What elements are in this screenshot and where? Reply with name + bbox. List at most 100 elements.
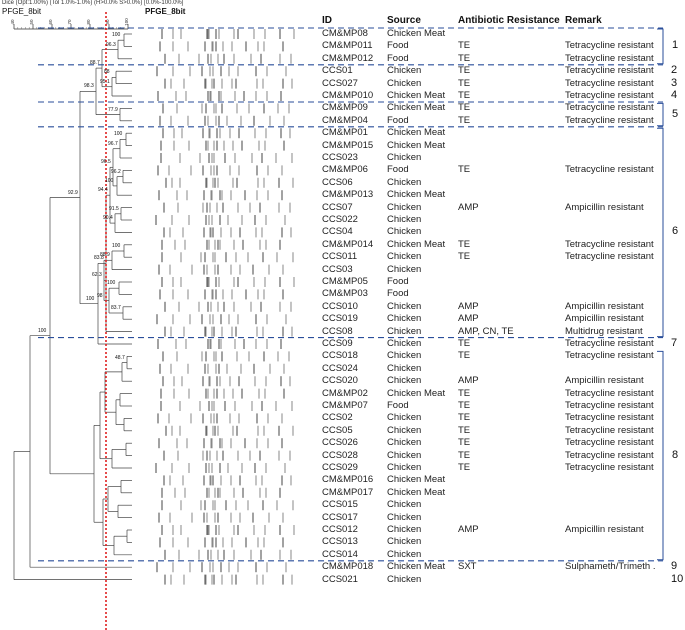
cell-source: Food: [387, 40, 409, 52]
cell-source: Chicken Meat: [387, 561, 446, 573]
cell-resistance: TE: [458, 449, 471, 461]
group-number-6: 6: [672, 225, 679, 238]
cell-resistance: TE: [458, 90, 471, 101]
cell-id: CCS029: [322, 462, 358, 473]
cell-id: CM&MP02: [322, 387, 368, 399]
cell-remark: Tetracycline resistant: [565, 338, 654, 349]
cell-source: Chicken: [387, 226, 422, 238]
cell-remark: Tetracycline resistant: [565, 400, 654, 411]
branch-similarity-label: 94.4: [98, 187, 108, 194]
cell-source: Chicken: [387, 548, 422, 560]
cell-source: Chicken Meat: [387, 127, 446, 139]
pfge-gel-lanes: [155, 29, 295, 585]
cell-source: Chicken: [387, 65, 422, 77]
cell-id: CCS017: [322, 511, 358, 523]
cell-resistance: AMP: [458, 300, 479, 312]
cell-id: CCS07: [322, 201, 353, 213]
cell-id: CM&MP08: [322, 28, 368, 39]
cell-resistance: TE: [458, 114, 471, 126]
branch-similarity-label: 90.4: [103, 215, 113, 222]
cell-source: Food: [387, 52, 409, 64]
cell-id: CCS04: [322, 226, 353, 238]
cell-id: CCS018: [322, 350, 358, 362]
branch-similarity-label: 100: [112, 32, 121, 39]
cell-id: CCS020: [322, 375, 358, 387]
cell-resistance: SXT: [458, 561, 477, 573]
cell-source: Chicken Meat: [387, 474, 446, 486]
cell-resistance: TE: [458, 238, 471, 250]
branch-similarity-label: 98.3: [84, 83, 94, 90]
cell-id: CM&MP013: [322, 189, 374, 201]
cell-source: Chicken: [387, 176, 422, 188]
cell-source: Chicken: [387, 573, 422, 585]
cell-source: Food: [387, 288, 409, 300]
cell-source: Food: [387, 400, 409, 411]
cell-source: Food: [387, 276, 409, 287]
branch-similarity-label: 92.9: [68, 189, 78, 196]
cell-id: CCS012: [322, 524, 358, 535]
cell-source: Chicken: [387, 300, 422, 312]
group-bracket: [657, 350, 664, 561]
cell-id: CCS028: [322, 449, 358, 461]
cell-source: Chicken Meat: [387, 486, 446, 498]
cell-source: Chicken: [387, 263, 422, 275]
cell-remark: Tetracycline resistant: [565, 412, 654, 424]
source-column-header: Source: [387, 15, 421, 26]
scale-tick-label: 40: [10, 19, 15, 25]
cell-resistance: AMP: [458, 313, 479, 325]
branch-similarity-label: 77.9: [108, 106, 118, 113]
cell-id: CCS013: [322, 536, 358, 548]
cell-remark: Tetracycline resistant: [565, 90, 654, 101]
cell-remark: Tetracycline resistant: [565, 350, 654, 362]
cell-id: CM&MP017: [322, 486, 374, 498]
cell-id: CCS010: [322, 300, 358, 312]
scale-tick-label: 50: [29, 19, 34, 25]
cell-source: Chicken: [387, 536, 422, 548]
cell-source: Food: [387, 164, 409, 176]
cell-remark: Tetracycline resistant: [565, 449, 654, 461]
cell-resistance: TE: [458, 412, 471, 424]
cell-id: CCS019: [322, 313, 358, 325]
cell-id: CCS03: [322, 263, 353, 275]
branch-similarity-label: 100: [105, 177, 114, 184]
cell-remark: Tetracycline resistant: [565, 164, 654, 176]
cell-id: CCS01: [322, 65, 353, 77]
cell-source: Chicken Meat: [387, 90, 446, 101]
cell-source: Chicken: [387, 214, 422, 225]
cell-remark: Ampicillin resistant: [565, 300, 644, 312]
group-number-4: 4: [671, 89, 678, 101]
cell-remark: Tetracycline resistant: [565, 114, 654, 126]
cell-resistance: TE: [458, 462, 471, 473]
cell-id: CM&MP05: [322, 276, 368, 287]
cell-resistance: TE: [458, 400, 471, 411]
branch-similarity-label: 95.1: [100, 78, 110, 85]
cell-remark: Tetracycline resistant: [565, 251, 654, 263]
branch-similarity-label: 100: [114, 131, 123, 138]
remark-column-header: Remark: [565, 15, 602, 26]
cell-id: CM&MP01: [322, 127, 368, 139]
branch-similarity-label: 88: [104, 69, 110, 76]
cell-resistance: AMP: [458, 201, 479, 213]
group-number-3: 3: [671, 76, 678, 89]
cell-source: Chicken: [387, 313, 422, 325]
cell-source: Chicken: [387, 511, 422, 523]
group-separators: [38, 27, 663, 562]
cell-source: Chicken: [387, 462, 422, 473]
cell-resistance: TE: [458, 424, 471, 436]
cell-id: CCS011: [322, 251, 358, 263]
cell-resistance: TE: [458, 65, 471, 77]
group-number-10: 10: [671, 572, 684, 585]
branch-similarity-label: 100: [107, 280, 116, 287]
scale-tick-label: 70: [67, 19, 72, 25]
cell-remark: Tetracycline resistant: [565, 424, 654, 436]
cell-source: Chicken Meat: [387, 102, 446, 114]
cell-source: Chicken: [387, 77, 422, 89]
group-brackets: [657, 28, 664, 561]
cell-remark: Sulphameth/Trimeth .: [565, 561, 656, 573]
cell-source: Chicken: [387, 437, 422, 449]
group-number-1: 1: [672, 39, 679, 52]
cell-id: CM&MP018: [322, 561, 374, 573]
cell-id: CCS023: [322, 152, 358, 163]
dice-settings: Dice (Opt:1.00%) (Tol 1.0%-1.0%) (H>0.0%…: [2, 0, 184, 6]
